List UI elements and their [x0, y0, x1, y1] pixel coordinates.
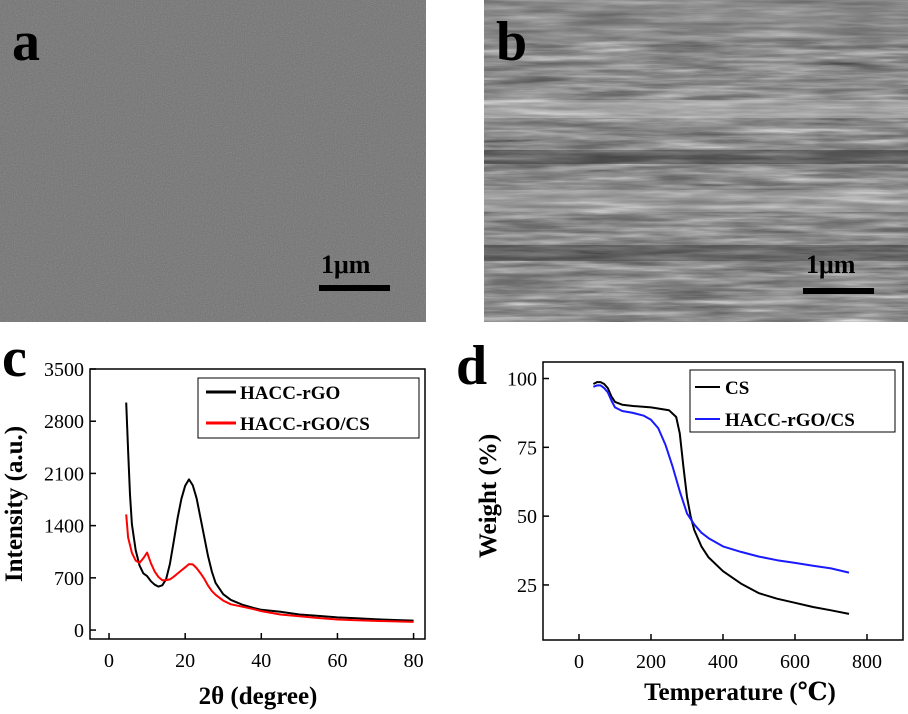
xrd-series-line-1: [125, 514, 414, 623]
scale-bar-a: [319, 285, 390, 291]
xrd-x-tick-label-3: 60: [327, 650, 347, 672]
tga-y-axis-label: Weight (%): [475, 434, 502, 558]
panel-label-b: b: [496, 11, 528, 73]
sem-texture-a: [0, 0, 426, 322]
panel-label-d: d: [456, 335, 488, 397]
xrd-plot-area: 0 20 40 60 80 0 700 1400 2100 2800 3500 HACC-rGO H…: [1, 359, 426, 710]
xrd-legend: HACC-rGO HACC-rGO/CS: [197, 377, 420, 439]
sem-texture-b: [484, 0, 908, 322]
tga-y-tick-label-1: 50: [517, 506, 537, 528]
xrd-y-tick-label-1: 700: [54, 568, 84, 590]
tga-series-line-0: [592, 381, 850, 615]
tga-x-tick-label-4: 800: [852, 651, 882, 673]
tga-x-tick-label-2: 400: [708, 651, 738, 673]
xrd-y-tick-label-0: 0: [74, 620, 84, 642]
tga-plot-area: 0 200 400 600 800 25 50 75 100 CS HACC-rGO/CS Te…: [475, 361, 904, 706]
xrd-x-tick-label-0: 0: [104, 650, 114, 672]
scale-bar-label-b: 1μm: [806, 250, 856, 279]
xrd-y-tick-label-2: 1400: [44, 516, 84, 538]
sem-image-b: b 1μm: [484, 0, 908, 322]
tga-ticks: 0 200 400 600 800 25 50 75 100: [507, 369, 882, 673]
xrd-y-tick-label-5: 3500: [44, 359, 84, 381]
xrd-axes-frame: [89, 368, 426, 640]
xrd-legend-box: [197, 377, 420, 439]
xrd-y-tick-label-4: 2800: [44, 411, 84, 433]
tga-x-axis-label: Temperature (℃): [644, 679, 836, 706]
tga-axes-frame: [542, 361, 904, 641]
tga-y-tick-label-3: 100: [507, 369, 537, 391]
xrd-y-axis-label: Intensity (a.u.): [1, 426, 28, 582]
xrd-series: [125, 402, 414, 623]
panel-label-a: a: [12, 11, 40, 73]
scale-bar-label-a: 1μm: [321, 250, 371, 279]
xrd-x-tick-label-2: 40: [251, 650, 271, 672]
tga-legend-box: [689, 369, 896, 433]
xrd-legend-label-0: HACC-rGO: [240, 383, 340, 404]
tga-legend-label-0: CS: [725, 378, 749, 399]
panel-label-c: c: [2, 327, 27, 389]
xrd-series-line-0: [125, 402, 414, 622]
scale-bar-b: [803, 288, 874, 294]
tga-y-tick-label-0: 25: [517, 575, 537, 597]
tga-series-line-1: [593, 384, 850, 574]
xrd-legend-label-1: HACC-rGO/CS: [240, 414, 370, 435]
tga-x-tick-label-1: 200: [636, 651, 666, 673]
xrd-x-axis-label: 2θ (degree): [199, 683, 318, 710]
tga-x-tick-label-0: 0: [574, 651, 584, 673]
tga-y-tick-label-2: 75: [517, 437, 537, 459]
xrd-y-tick-label-3: 2100: [44, 463, 84, 485]
tga-legend: CS HACC-rGO/CS: [689, 369, 896, 433]
tga-x-tick-label-3: 600: [780, 651, 810, 673]
xrd-ticks: 0 20 40 60 80 0 700 1400 2100 2800 3500: [44, 359, 424, 672]
xrd-x-tick-label-4: 80: [404, 650, 424, 672]
xrd-x-tick-label-1: 20: [175, 650, 195, 672]
sem-image-a: a 1μm: [0, 0, 426, 322]
tga-series: [592, 381, 850, 615]
tga-legend-label-1: HACC-rGO/CS: [725, 410, 855, 431]
